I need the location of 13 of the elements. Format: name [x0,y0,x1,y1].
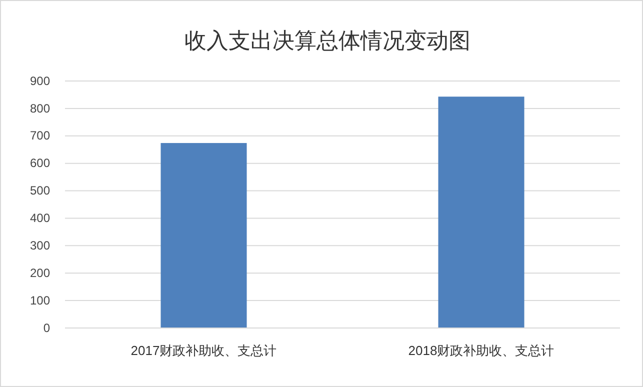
y-tick-label: 300 [30,238,50,253]
y-tick-label: 0 [43,320,50,335]
y-tick-label: 800 [30,101,50,116]
y-tick-label: 100 [30,293,50,308]
y-tick-label: 200 [30,266,50,280]
y-tick-label: 700 [30,128,50,143]
y-tick-label: 900 [30,74,50,88]
x-tick-label: 2018财政补助收、支总计 [408,343,554,358]
y-tick-label: 500 [30,184,50,198]
chart-title: 收入支出决算总体情况变动图 [184,29,470,54]
x-tick-label: 2017财政补助收、支总计 [130,343,277,358]
y-tick-label: 600 [30,156,50,170]
y-tick-label: 400 [30,211,50,226]
